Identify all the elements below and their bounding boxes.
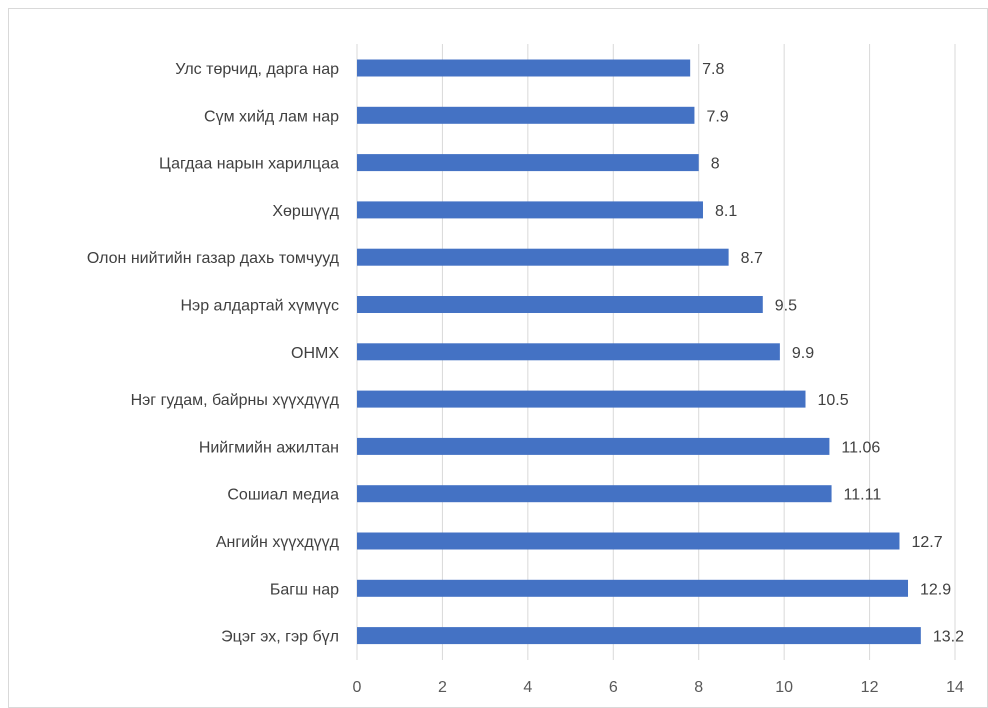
x-tick-label: 4 xyxy=(523,679,532,695)
category-label: Сүм хийд лам нар xyxy=(204,108,339,125)
bar xyxy=(357,390,806,408)
bar xyxy=(357,579,909,597)
data-label: 13.2 xyxy=(933,629,964,646)
data-label: 7.8 xyxy=(702,61,724,78)
data-label: 8 xyxy=(711,156,720,173)
bar xyxy=(357,154,699,172)
category-label: Сошиал медиа xyxy=(227,487,339,504)
data-label: 11.06 xyxy=(841,439,880,456)
x-tick-label: 14 xyxy=(946,679,964,695)
bar xyxy=(357,59,691,77)
category-label: Улс төрчид, дарга нар xyxy=(175,61,339,78)
x-tick-label: 8 xyxy=(694,679,703,695)
category-label: Нэр алдартай хүмүүс xyxy=(180,298,339,315)
x-tick-label: 12 xyxy=(861,679,879,695)
x-tick-label: 10 xyxy=(775,679,793,695)
category-label: Цагдаа нарын харилцаа xyxy=(159,156,339,173)
category-label: Олон нийтийн газар дахь томчууд xyxy=(87,250,340,267)
bar xyxy=(357,532,900,550)
bars xyxy=(357,59,921,645)
data-label: 11.11 xyxy=(844,487,882,504)
labels: 0 2 4 6 8 10 12 14 Улс төрчид, дарга нар 7.8 Сүм х… xyxy=(87,61,964,695)
data-label: 12.9 xyxy=(920,581,951,598)
category-label: Хөршүүд xyxy=(272,203,339,220)
bar xyxy=(357,106,695,124)
bar xyxy=(357,343,780,361)
bar xyxy=(357,627,921,645)
category-label: Ангийн хүүхдүүд xyxy=(216,534,340,551)
category-label: Багш нар xyxy=(270,581,339,598)
bar xyxy=(357,437,830,455)
bar xyxy=(357,201,703,219)
data-label: 10.5 xyxy=(818,392,849,409)
x-tick-label: 6 xyxy=(609,679,618,695)
category-label: ОНМХ xyxy=(291,345,339,362)
data-label: 7.9 xyxy=(706,108,728,125)
bar xyxy=(357,485,832,503)
bar xyxy=(357,248,729,266)
bar xyxy=(357,296,763,313)
data-label: 9.5 xyxy=(775,298,797,315)
x-tick-label: 0 xyxy=(353,679,362,695)
data-label: 8.1 xyxy=(715,203,737,220)
data-label: 8.7 xyxy=(741,250,763,267)
category-label: Эцэг эх, гэр бүл xyxy=(221,629,339,646)
data-label: 12.7 xyxy=(911,534,942,551)
category-label: Нэг гудам, байрны хүүхдүүд xyxy=(131,392,340,409)
category-label: Нийгмийн ажилтан xyxy=(199,439,339,456)
x-tick-label: 2 xyxy=(438,679,447,695)
data-label: 9.9 xyxy=(792,345,814,362)
